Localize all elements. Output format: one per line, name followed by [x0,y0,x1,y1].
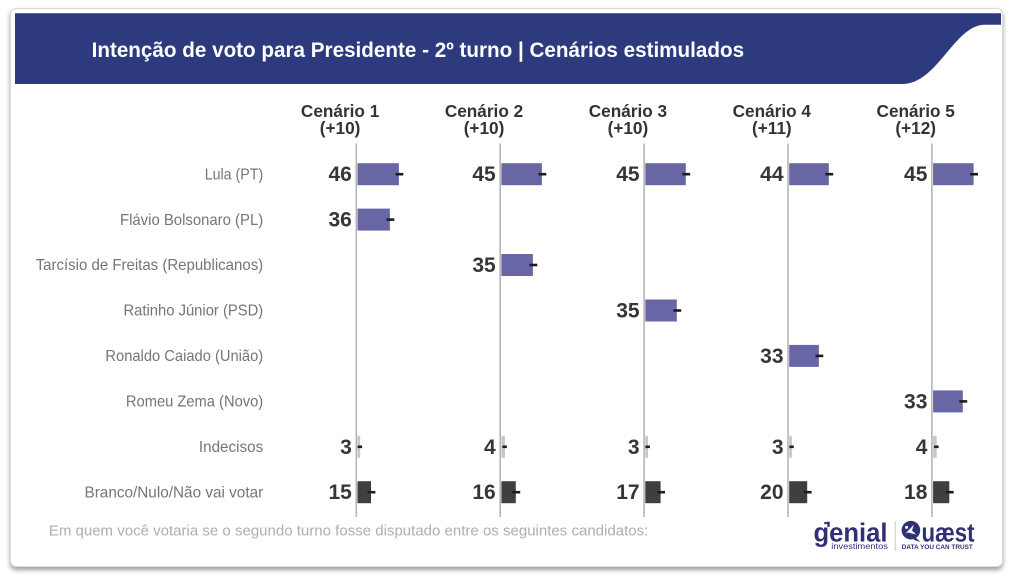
svg-text:45: 45 [904,163,928,186]
svg-text:4: 4 [916,436,928,459]
svg-text:Lula (PT): Lula (PT) [205,166,264,183]
svg-text:Cenário 3: Cenário 3 [589,101,667,121]
svg-text:3: 3 [772,436,784,459]
svg-text:Cenário 4: Cenário 4 [733,101,812,121]
svg-text:investimentos: investimentos [831,542,888,551]
svg-text:46: 46 [328,163,351,186]
svg-text:3: 3 [628,436,640,459]
svg-text:genial: genial [814,520,888,548]
svg-text:3: 3 [340,436,352,459]
svg-text:17: 17 [616,481,639,504]
svg-text:Em quem você votaria se o segu: Em quem você votaria se o segundo turno … [49,523,649,540]
svg-text:33: 33 [904,390,927,413]
svg-text:35: 35 [472,254,496,277]
svg-text:44: 44 [760,163,784,186]
svg-text:Ronaldo Caiado (União): Ronaldo Caiado (União) [105,348,263,365]
svg-text:(+10): (+10) [320,118,361,138]
svg-text:Flávio Bolsonaro (PL): Flávio Bolsonaro (PL) [120,212,263,229]
svg-text:Ratinho Júnior (PSD): Ratinho Júnior (PSD) [124,303,264,320]
svg-text:16: 16 [472,481,495,504]
svg-text:Cenário 1: Cenário 1 [301,101,380,121]
svg-text:(+10): (+10) [464,118,505,138]
svg-text:18: 18 [904,481,928,504]
svg-text:45: 45 [472,163,496,186]
svg-text:(+12): (+12) [895,118,936,138]
svg-text:(+10): (+10) [608,118,649,138]
svg-text:45: 45 [616,163,640,186]
svg-text:Cenário 5: Cenário 5 [877,101,956,121]
svg-text:Romeu Zema (Novo): Romeu Zema (Novo) [126,394,263,411]
svg-text:(+11): (+11) [752,118,792,138]
svg-text:35: 35 [616,300,640,323]
svg-text:uæst: uæst [922,519,975,547]
svg-text:4: 4 [484,436,496,459]
svg-text:36: 36 [328,209,351,232]
svg-text:33: 33 [760,345,783,368]
svg-text:DATA YOU CAN TRUST: DATA YOU CAN TRUST [902,544,973,551]
svg-text:Tarcísio de Freitas (Republica: Tarcísio de Freitas (Republicanos) [36,257,264,274]
svg-text:Intenção de voto para Presiden: Intenção de voto para Presidente - 2º tu… [92,39,745,62]
svg-text:15: 15 [328,481,352,504]
svg-text:20: 20 [760,481,783,504]
svg-text:Cenário 2: Cenário 2 [445,101,523,121]
svg-text:Indecisos: Indecisos [199,439,263,456]
svg-text:Branco/Nulo/Não vai votar: Branco/Nulo/Não vai votar [85,484,264,501]
